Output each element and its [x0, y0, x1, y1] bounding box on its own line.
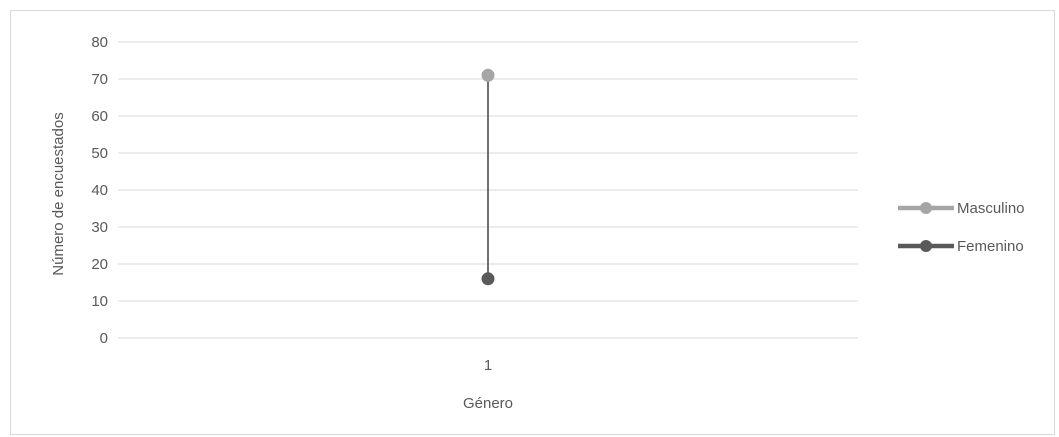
- x-tick-label: 1: [484, 357, 492, 374]
- legend-marker: [920, 202, 932, 214]
- y-tick-label: 80: [91, 34, 108, 51]
- legend-label: Femenino: [957, 238, 1024, 255]
- y-tick-label: 60: [91, 108, 108, 125]
- y-axis-title: Número de encuestados: [50, 112, 67, 275]
- y-tick-label: 10: [91, 293, 108, 310]
- legend-item-femenino: Femenino: [898, 238, 1024, 255]
- y-tick-label: 70: [91, 71, 108, 88]
- legend-item-masculino: Masculino: [898, 200, 1025, 217]
- data-points: [481, 68, 495, 286]
- legend-label: Masculino: [957, 200, 1025, 217]
- x-axis-ticks: 1: [484, 357, 492, 374]
- y-tick-label: 20: [91, 256, 108, 273]
- data-point-femenino: [481, 272, 495, 286]
- x-axis-title: Género: [463, 395, 513, 412]
- legend-marker: [920, 240, 932, 252]
- legend: Masculino Femenino: [898, 200, 1025, 255]
- chart-frame: [10, 10, 1055, 435]
- y-axis-ticks: 0 10 20 30 40 50 60 70 80: [91, 34, 108, 347]
- data-point-masculino: [481, 68, 495, 82]
- y-tick-label: 30: [91, 219, 108, 236]
- y-tick-label: 50: [91, 145, 108, 162]
- y-tick-label: 40: [91, 182, 108, 199]
- y-tick-label: 0: [100, 330, 108, 347]
